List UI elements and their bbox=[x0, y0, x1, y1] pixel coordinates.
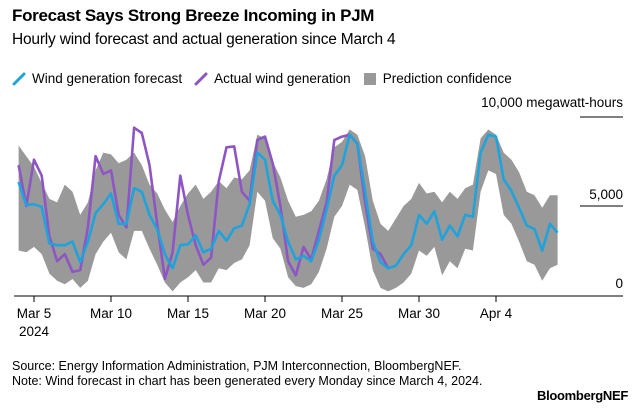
chart-title: Forecast Says Strong Breeze Incoming in … bbox=[12, 6, 375, 25]
chart-subtitle: Hourly wind forecast and actual generati… bbox=[12, 31, 396, 48]
legend-label: Prediction confidence bbox=[382, 71, 512, 86]
actual-wind-generation-line bbox=[17, 126, 390, 281]
legend-label: Actual wind generation bbox=[214, 71, 351, 86]
y-tick-label: 0 bbox=[615, 276, 623, 291]
y-tick-label: 10,000 megawatt-hours bbox=[481, 95, 623, 110]
x-tick-label: Mar 5 bbox=[17, 306, 52, 321]
line-icon bbox=[194, 72, 208, 85]
y-tick-label: 5,000 bbox=[589, 187, 623, 202]
x-tick-label: Mar 20 bbox=[244, 306, 286, 321]
legend-label: Wind generation forecast bbox=[32, 71, 183, 86]
legend-item-forecast: Wind generation forecast bbox=[12, 71, 182, 86]
x-tick-label: Mar 25 bbox=[321, 306, 363, 321]
footnote: Source: Energy Information Administratio… bbox=[12, 359, 572, 389]
x-tick-label: Mar 30 bbox=[398, 306, 440, 321]
x-tick-label: Mar 10 bbox=[90, 306, 132, 321]
legend: Wind generation forecast Actual wind gen… bbox=[12, 71, 518, 86]
x-tick-label: Mar 15 bbox=[167, 306, 209, 321]
legend-item-actual: Actual wind generation bbox=[194, 71, 351, 86]
x-tick-sublabel: 2024 bbox=[19, 324, 50, 339]
square-icon bbox=[363, 72, 376, 85]
legend-item-confidence: Prediction confidence bbox=[363, 71, 512, 86]
wind-generation-forecast-line bbox=[17, 133, 559, 270]
brand-logo: BloombergNEF bbox=[536, 388, 628, 403]
note-text: Note: Wind forecast in chart has been ge… bbox=[12, 374, 483, 388]
line-icon bbox=[12, 72, 26, 85]
x-tick-label: Apr 4 bbox=[480, 306, 513, 321]
confidence-band bbox=[18, 129, 558, 292]
source-text: Source: Energy Information Administratio… bbox=[12, 359, 462, 373]
